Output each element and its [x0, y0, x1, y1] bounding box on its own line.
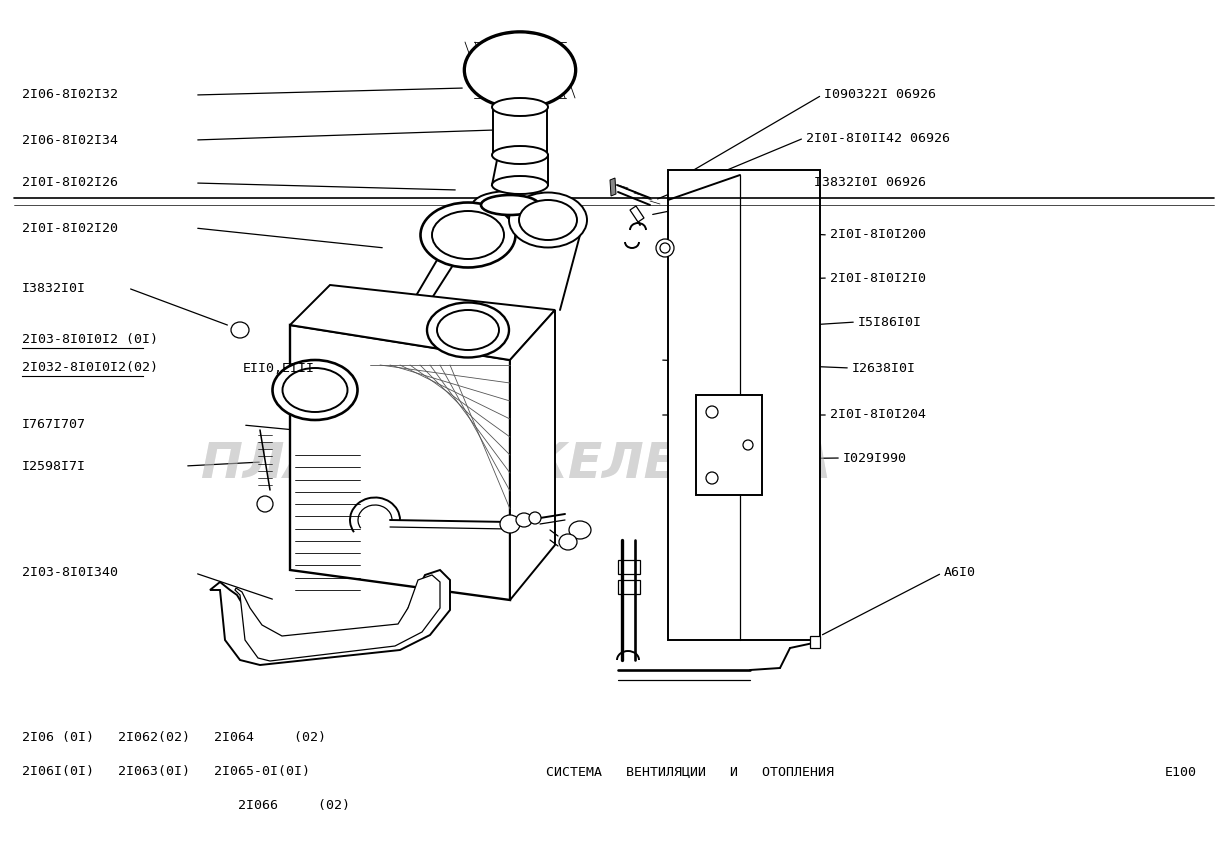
- Ellipse shape: [529, 512, 542, 524]
- Text: 2I06-8I02I32: 2I06-8I02I32: [22, 89, 118, 102]
- Ellipse shape: [432, 211, 503, 259]
- Text: A6I0: A6I0: [944, 567, 976, 580]
- Text: ПЛАНЕТА  ЖЕЛЕЗЯКА: ПЛАНЕТА ЖЕЛЕЗЯКА: [200, 440, 831, 489]
- Bar: [618, 580, 640, 594]
- Ellipse shape: [481, 195, 539, 215]
- Text: I029I990: I029I990: [842, 451, 907, 464]
- Text: I767I707: I767I707: [22, 418, 86, 431]
- Ellipse shape: [257, 496, 273, 512]
- Text: I090322I 06926: I090322I 06926: [824, 89, 936, 102]
- Ellipse shape: [706, 406, 718, 418]
- Polygon shape: [610, 178, 616, 196]
- Ellipse shape: [659, 243, 670, 253]
- Text: 2I0I-8I02I26: 2I0I-8I02I26: [22, 176, 118, 189]
- Ellipse shape: [420, 202, 516, 267]
- Bar: [696, 395, 763, 495]
- Ellipse shape: [569, 521, 591, 539]
- Text: 2I0I-8I0II42 06926: 2I0I-8I0II42 06926: [806, 131, 950, 144]
- Polygon shape: [668, 170, 820, 640]
- Text: 2I03-8I0I0I2 (0I): 2I03-8I0I0I2 (0I): [22, 333, 158, 346]
- Ellipse shape: [516, 513, 532, 527]
- Ellipse shape: [500, 515, 519, 533]
- Ellipse shape: [559, 534, 577, 550]
- Polygon shape: [290, 325, 510, 600]
- Text: 2I032-8I0I0I2(02): 2I032-8I0I0I2(02): [22, 361, 158, 374]
- Ellipse shape: [492, 98, 548, 116]
- Text: 2I06 (0I)   2I062(02)   2I064     (02): 2I06 (0I) 2I062(02) 2I064 (02): [22, 732, 325, 745]
- Text: 2I0I-8I0I204: 2I0I-8I0I204: [830, 409, 926, 422]
- Text: I3832I0I: I3832I0I: [22, 281, 86, 294]
- Ellipse shape: [273, 360, 357, 420]
- Polygon shape: [210, 570, 449, 665]
- Text: I2598I7I: I2598I7I: [22, 459, 86, 472]
- Ellipse shape: [706, 472, 718, 484]
- Ellipse shape: [465, 32, 575, 108]
- Text: 2I0I-8I0I200: 2I0I-8I0I200: [830, 228, 926, 241]
- Polygon shape: [510, 310, 555, 600]
- Ellipse shape: [437, 310, 499, 350]
- Text: I5I86I0I: I5I86I0I: [858, 315, 922, 328]
- Text: E100: E100: [1165, 766, 1197, 779]
- Text: 2I03-8I0I340: 2I03-8I0I340: [22, 567, 118, 580]
- Text: EII0,EIII: EII0,EIII: [243, 361, 316, 374]
- Polygon shape: [492, 107, 546, 155]
- Text: I2638I0I: I2638I0I: [852, 361, 916, 374]
- Ellipse shape: [473, 191, 548, 219]
- Text: ПЛАНЕТА  ЖЕЛЕЗЯКА: ПЛАНЕТА ЖЕЛЕЗЯКА: [200, 440, 831, 489]
- Polygon shape: [492, 155, 548, 185]
- Ellipse shape: [492, 146, 548, 164]
- Polygon shape: [290, 285, 555, 360]
- Ellipse shape: [231, 322, 249, 338]
- Bar: [618, 560, 640, 574]
- Ellipse shape: [743, 440, 753, 450]
- Polygon shape: [630, 206, 643, 222]
- Text: 2I066     (02): 2I066 (02): [22, 799, 350, 812]
- Text: 2I0I-8I02I20: 2I0I-8I02I20: [22, 221, 118, 234]
- Text: 2I06-8I02I34: 2I06-8I02I34: [22, 134, 118, 147]
- Text: 2I0I-8I0I2I0: 2I0I-8I0I2I0: [830, 272, 926, 285]
- Ellipse shape: [427, 303, 508, 358]
- Ellipse shape: [492, 176, 548, 194]
- Ellipse shape: [519, 200, 577, 240]
- Polygon shape: [235, 575, 440, 661]
- Ellipse shape: [656, 239, 674, 257]
- Text: I3832I0I 06926: I3832I0I 06926: [814, 175, 926, 188]
- Ellipse shape: [508, 193, 587, 247]
- Text: СИСТЕМА   ВЕНТИЛЯЦИИ   И   ОТОПЛЕНИЯ: СИСТЕМА ВЕНТИЛЯЦИИ И ОТОПЛЕНИЯ: [546, 766, 834, 779]
- Polygon shape: [810, 636, 820, 648]
- Ellipse shape: [282, 368, 348, 412]
- Text: 2I06I(0I)   2I063(0I)   2I065-0I(0I): 2I06I(0I) 2I063(0I) 2I065-0I(0I): [22, 766, 309, 779]
